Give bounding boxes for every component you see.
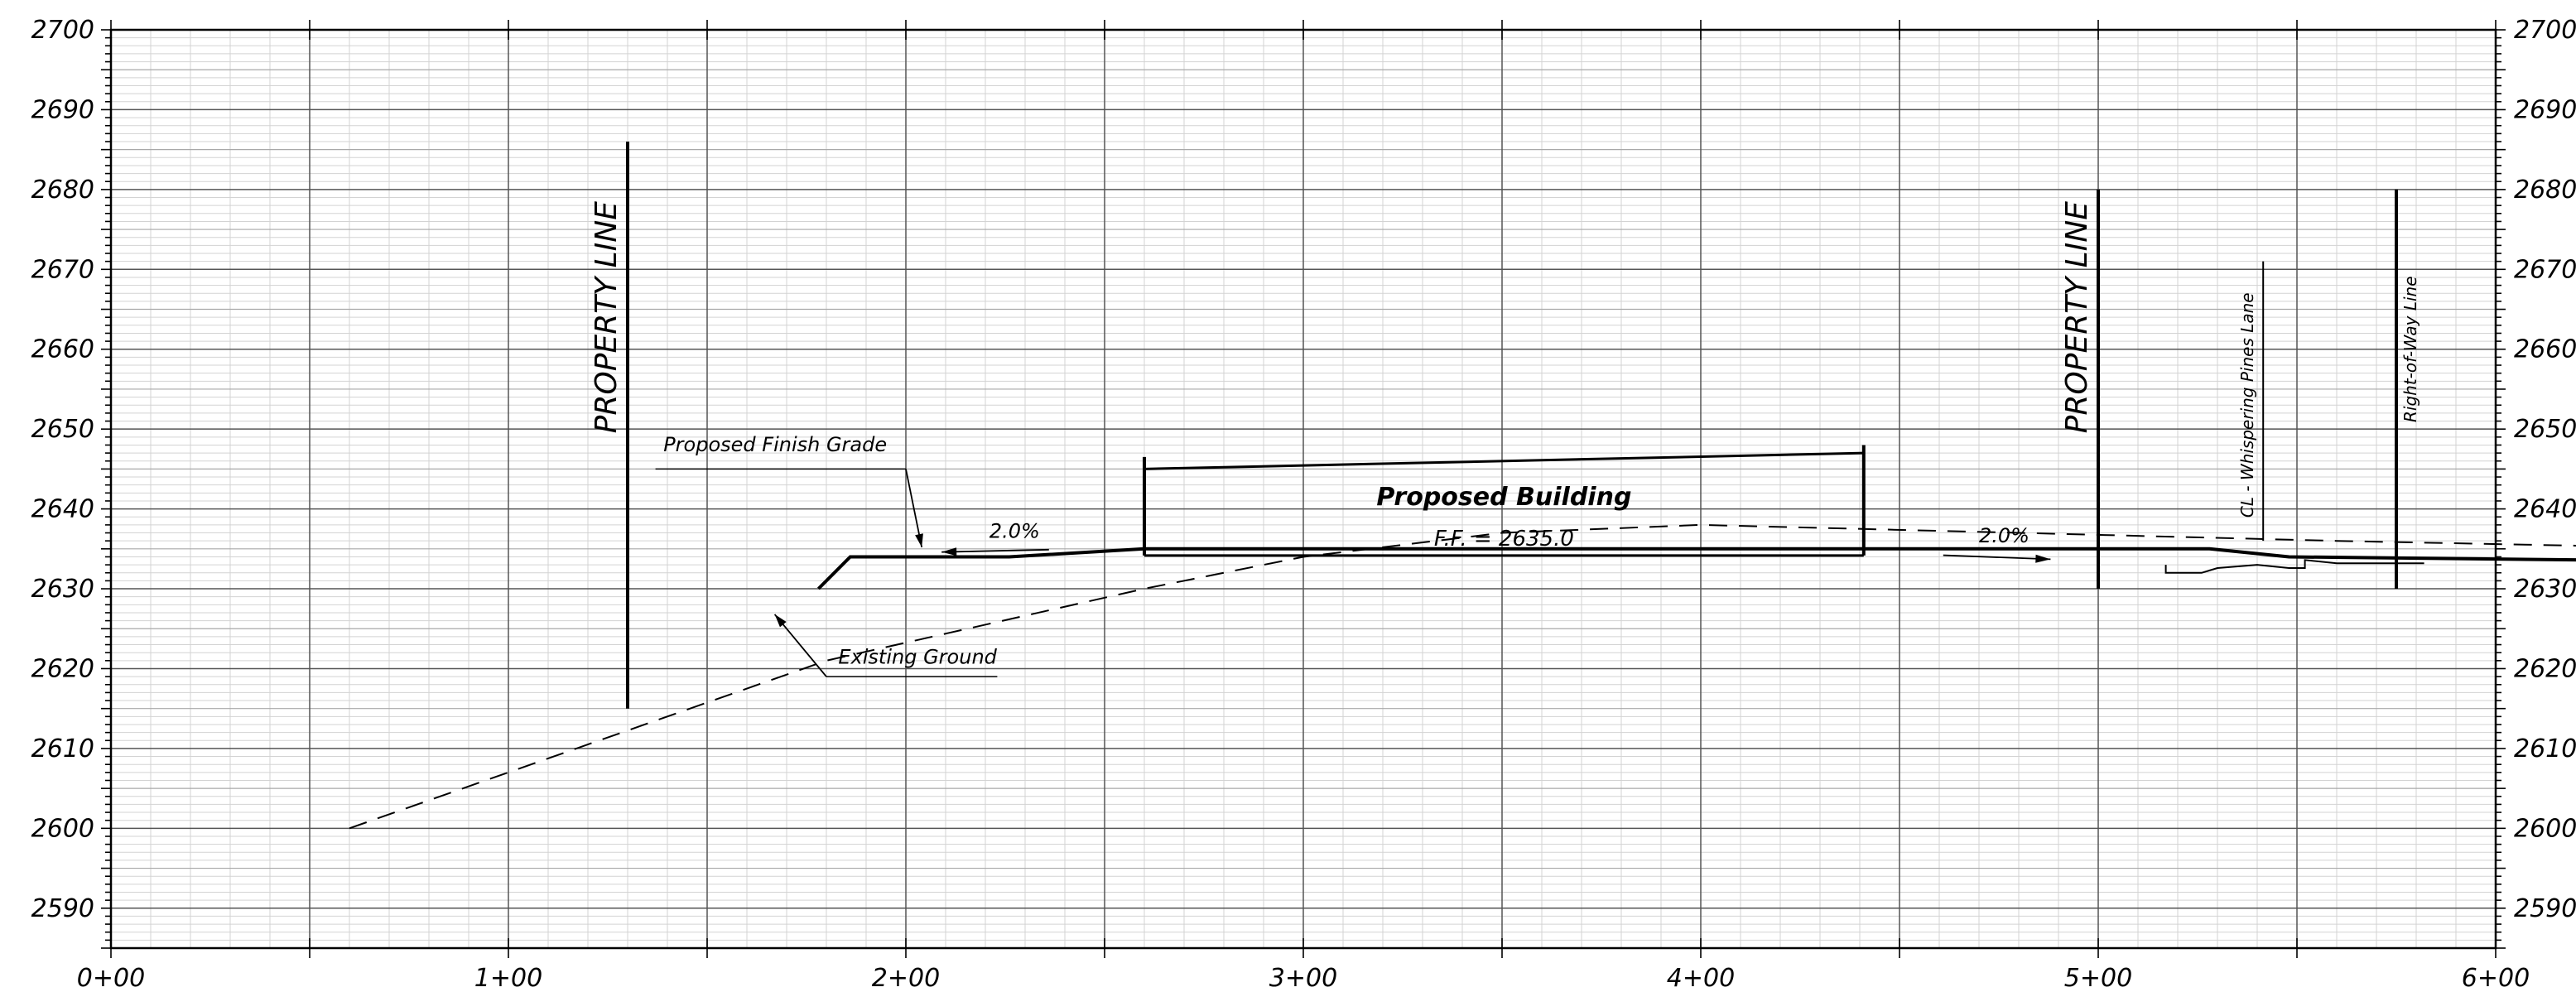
slope-right-label: 2.0% — [1979, 524, 2030, 547]
slope-right-callout: 2.0% — [1943, 524, 2051, 563]
proposed-finish-grade-line — [816, 547, 2576, 590]
station-labels: 0+00 1+00 2+00 3+00 4+00 5+00 6+00 — [77, 964, 2530, 992]
elevation-label-right: 2650 — [2514, 415, 2576, 444]
elevation-label-left: 2620 — [31, 654, 94, 683]
elevation-label-right: 2700 — [2514, 16, 2576, 45]
elevation-label-right: 2640 — [2514, 495, 2576, 524]
station-label: 3+00 — [1269, 964, 1337, 992]
elevation-labels-right: 2590 2600 2610 2620 2630 2640 2650 2660 2670 2680… — [2514, 16, 2576, 923]
elevation-label-right: 2670 — [2514, 255, 2576, 284]
proposed-finish-grade-leader — [905, 469, 923, 548]
slope-left-arrowhead — [941, 547, 957, 556]
elevation-label-left: 2590 — [31, 894, 94, 923]
elevation-label-right: 2610 — [2514, 734, 2576, 763]
right-of-way: Right-of-Way Line — [2395, 189, 2420, 590]
station-label: 5+00 — [2064, 964, 2132, 992]
proposed-building: Proposed Building F.F. = 2635.0 — [1143, 445, 1866, 557]
elevation-label-left: 2700 — [31, 16, 94, 45]
road-surface-line — [2164, 559, 2424, 574]
proposed-finish-grade-label: Proposed Finish Grade — [663, 433, 887, 456]
elevation-label-left: 2690 — [31, 95, 94, 124]
property-line-right: PROPERTY LINE — [2060, 189, 2100, 590]
property-line-right-label: PROPERTY LINE — [2060, 201, 2094, 434]
proposed-finish-grade-arrowhead — [915, 533, 923, 547]
plot-frame — [109, 28, 2497, 950]
existing-ground-callout: Existing Ground — [773, 614, 998, 677]
elevation-label-left: 2650 — [31, 415, 94, 444]
slope-left-arrow-line — [941, 548, 1049, 553]
building-label: Proposed Building — [1376, 483, 1631, 512]
existing-ground-line — [349, 523, 2576, 830]
elevation-label-left: 2680 — [31, 176, 94, 205]
station-label: 0+00 — [77, 964, 145, 992]
right-of-way-label: Right-of-Way Line — [2400, 276, 2420, 421]
elevation-label-right: 2620 — [2514, 654, 2576, 683]
slope-left-label: 2.0% — [989, 519, 1040, 542]
elevation-label-right: 2660 — [2514, 335, 2576, 364]
elevation-label-left: 2670 — [31, 255, 94, 284]
elevation-label-right: 2600 — [2514, 814, 2576, 843]
station-label: 4+00 — [1667, 964, 1735, 992]
elevation-label-left: 2600 — [31, 814, 94, 843]
station-label: 6+00 — [2462, 964, 2530, 992]
elevation-label-left: 2610 — [31, 734, 94, 763]
elevation-label-left: 2660 — [31, 335, 94, 364]
elevation-label-left: 2630 — [31, 575, 94, 604]
existing-ground-label: Existing Ground — [838, 646, 997, 669]
property-line-left: PROPERTY LINE — [590, 142, 629, 709]
station-label: 2+00 — [872, 964, 940, 992]
existing-ground-arrowhead — [774, 614, 787, 628]
elevation-label-right: 2630 — [2514, 575, 2576, 604]
existing-ground-leader — [773, 614, 827, 677]
elevation-label-right: 2690 — [2514, 95, 2576, 124]
elevation-label-right: 2590 — [2514, 894, 2576, 923]
elevation-label-right: 2680 — [2514, 176, 2576, 205]
property-line-left-label: PROPERTY LINE — [590, 201, 624, 434]
proposed-finish-grade-callout: Proposed Finish Grade — [655, 433, 923, 548]
building-roof-line — [1144, 451, 1864, 470]
station-label: 1+00 — [474, 964, 542, 992]
slope-left-callout: 2.0% — [941, 519, 1049, 556]
finish-floor-label: F.F. = 2635.0 — [1434, 527, 1574, 551]
slope-right-arrowhead — [2035, 554, 2051, 563]
elevation-label-left: 2640 — [31, 495, 94, 524]
centerline-label: CL - Whispering Pines Lane — [2237, 292, 2257, 518]
road-centerline: CL - Whispering Pines Lane — [2237, 261, 2265, 542]
elevation-labels-left: 2590 2600 2610 2620 2630 2640 2650 2660 2670 2680… — [31, 16, 94, 923]
slope-right-arrow-line — [1943, 554, 2051, 561]
